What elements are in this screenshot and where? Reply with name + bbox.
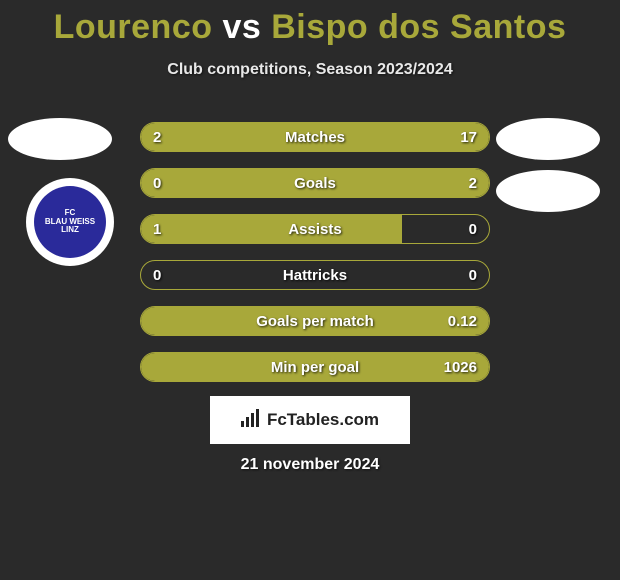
- stat-value-left: 1: [153, 215, 161, 243]
- watermark-text: FcTables.com: [267, 410, 379, 430]
- player2-avatar-placeholder: [496, 118, 600, 160]
- stat-row: 0 0Hattricks: [140, 260, 490, 290]
- stat-label: Hattricks: [141, 261, 489, 289]
- comparison-title: Lourenco vs Bispo dos Santos: [0, 0, 620, 47]
- bar-right: [178, 123, 489, 151]
- bar-right: [141, 169, 489, 197]
- stat-value-right: 2: [469, 169, 477, 197]
- player1-name: Lourenco: [54, 8, 213, 46]
- stat-value-right: 1026: [444, 353, 477, 381]
- vs-label: vs: [222, 8, 261, 46]
- bar-right: [141, 353, 489, 381]
- club-logo-inner: FC BLAU WEISS LINZ: [34, 186, 106, 258]
- stat-value-left: 0: [153, 169, 161, 197]
- stat-value-right: 0: [469, 261, 477, 289]
- stat-row: 1026Min per goal: [140, 352, 490, 382]
- stat-row: 02Goals: [140, 168, 490, 198]
- club-logo-line3: LINZ: [61, 226, 79, 235]
- stat-value-right: 0: [469, 215, 477, 243]
- watermark: FcTables.com: [210, 396, 410, 444]
- player1-avatar-placeholder: [8, 118, 112, 160]
- stat-value-left: 2: [153, 123, 161, 151]
- stat-row: 0.12Goals per match: [140, 306, 490, 336]
- stat-value-left: 0: [153, 261, 161, 289]
- stat-row: 10Assists: [140, 214, 490, 244]
- subtitle: Club competitions, Season 2023/2024: [0, 61, 620, 79]
- chart-icon: [241, 409, 261, 432]
- date: 21 november 2024: [0, 456, 620, 474]
- player2-club-placeholder: [496, 170, 600, 212]
- bar-right: [141, 307, 489, 335]
- stat-value-right: 0.12: [448, 307, 477, 335]
- stat-value-right: 17: [460, 123, 477, 151]
- player1-club-logo: FC BLAU WEISS LINZ: [26, 178, 114, 266]
- stat-row: 217Matches: [140, 122, 490, 152]
- bar-left: [141, 215, 402, 243]
- stats-container: 217Matches02Goals10Assists00Hattricks0.1…: [140, 122, 490, 398]
- player2-name: Bispo dos Santos: [271, 8, 566, 46]
